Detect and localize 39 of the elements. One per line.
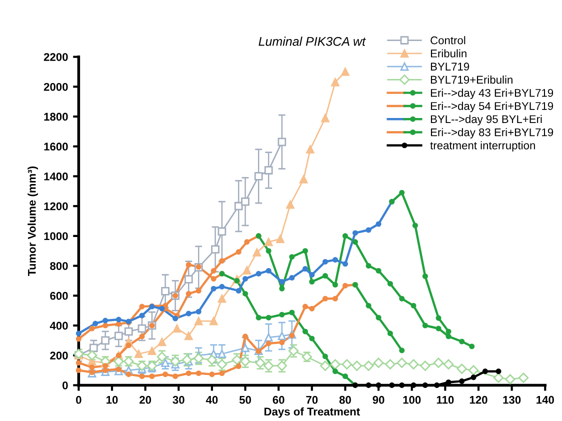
x-tick-label: 70	[306, 396, 318, 404]
legend-label: Eri-->day 43 Eri+BYL719	[430, 88, 554, 100]
x-tick-label: 30	[172, 396, 184, 404]
y-tick-label: 800	[50, 262, 68, 270]
y-tick-label: 1200	[44, 202, 68, 210]
x-tick-label: 140	[536, 396, 554, 404]
x-tick-label: 10	[106, 396, 118, 404]
x-axis-title: Days of Treatment	[264, 407, 360, 418]
x-tick-label: 40	[206, 396, 218, 404]
legend-label: Eribulin	[430, 49, 466, 58]
y-tick-label: 1000	[44, 232, 68, 240]
x-tick-label: 90	[372, 396, 384, 404]
x-tick-label: 130	[503, 396, 521, 404]
legend-label: BYL719	[430, 62, 470, 71]
y-axis-title: Tumor Volume (mm³)	[28, 166, 38, 276]
x-tick-label: 110	[436, 396, 454, 404]
y-tick-label: 0	[62, 381, 68, 390]
y-tick-label: 2200	[44, 53, 68, 61]
y-tick-label: 2000	[44, 82, 68, 91]
x-tick-label: 60	[272, 396, 284, 404]
y-tick-label: 600	[50, 292, 68, 300]
x-tick-label: 0	[76, 396, 82, 404]
legend-label: BYL719+Eribulin	[430, 76, 512, 84]
legend-label: treatment interruption	[430, 141, 535, 152]
chart-title: Luminal PIK3CA wt	[258, 36, 366, 46]
x-tick-label: 120	[470, 396, 488, 404]
x-tick-label: 80	[339, 396, 351, 404]
x-tick-label: 100	[403, 396, 421, 404]
y-tick-label: 1600	[44, 142, 68, 151]
legend-label: Eri-->day 83 Eri+BYL719	[430, 128, 554, 138]
y-tick-label: 1800	[44, 112, 68, 121]
legend-label: Control	[430, 36, 466, 44]
legend-label: Eri-->day 54 Eri+BYL719	[430, 102, 554, 112]
y-tick-label: 200	[50, 352, 68, 360]
x-tick-label: 50	[239, 396, 251, 404]
legend-label: BYL-->day 95 BYL+Eri	[430, 114, 542, 126]
x-tick-label: 20	[140, 396, 152, 404]
y-tick-label: 1400	[44, 172, 68, 180]
y-tick-label: 400	[50, 322, 68, 330]
